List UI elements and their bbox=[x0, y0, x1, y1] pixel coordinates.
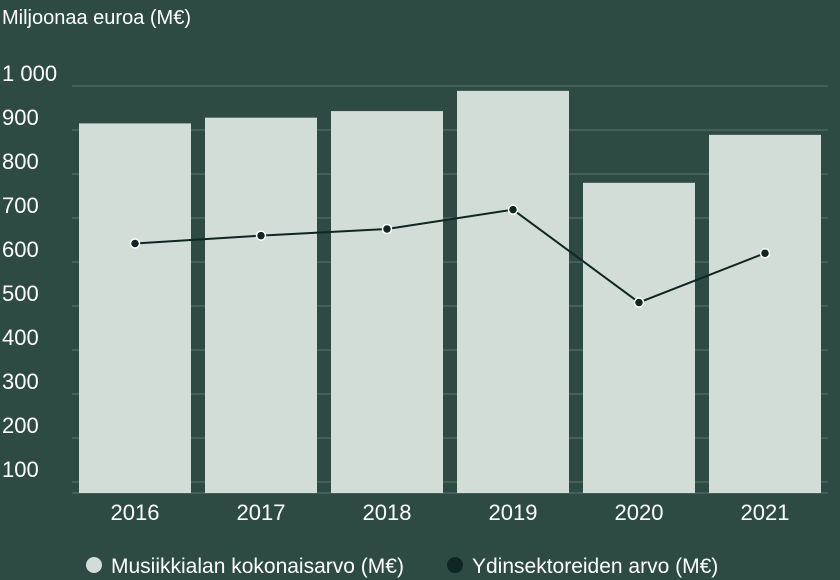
y-tick-label: 800 bbox=[2, 149, 39, 174]
line-series bbox=[129, 204, 771, 308]
y-tick-label: 200 bbox=[2, 413, 39, 438]
y-tick-label: 1 000 bbox=[2, 61, 57, 86]
y-tick-label: 600 bbox=[2, 237, 39, 262]
line-point bbox=[381, 223, 393, 235]
legend: Musiikkialan kokonaisarvo (M€) Ydinsekto… bbox=[86, 555, 718, 578]
y-tick-label: 700 bbox=[2, 193, 39, 218]
bar bbox=[583, 182, 695, 494]
y-tick-label: 500 bbox=[2, 281, 39, 306]
x-tick-label: 2019 bbox=[489, 500, 538, 525]
bar bbox=[331, 111, 443, 493]
x-tick-label: 2020 bbox=[615, 500, 664, 525]
bar bbox=[205, 117, 317, 494]
line-point bbox=[255, 230, 267, 241]
grid-lines bbox=[72, 85, 828, 494]
bar bbox=[79, 123, 191, 494]
y-tick-label: 300 bbox=[2, 369, 39, 394]
legend-label-bar: Musiikkialan kokonaisarvo (M€) bbox=[111, 555, 404, 578]
legend-marker-bar bbox=[86, 557, 102, 573]
x-tick-label: 2016 bbox=[111, 500, 160, 525]
bar bbox=[457, 90, 569, 493]
line-point bbox=[129, 238, 141, 249]
bar bbox=[709, 134, 821, 493]
line-point bbox=[507, 204, 519, 215]
line-path bbox=[134, 208, 766, 304]
x-tick-label: 2018 bbox=[363, 500, 412, 525]
legend-marker-line bbox=[447, 557, 463, 573]
bars bbox=[79, 90, 821, 494]
x-tick-label: 2021 bbox=[741, 500, 790, 525]
y-axis-title: Miljoonaa euroa (M€) bbox=[2, 7, 191, 29]
x-tick-label: 2017 bbox=[237, 500, 286, 525]
legend-label-line: Ydinsektoreiden arvo (M€) bbox=[472, 555, 718, 578]
y-tick-label: 100 bbox=[2, 457, 39, 482]
y-tick-label: 400 bbox=[2, 325, 39, 350]
x-tick-labels: 2016 2017 2018 2019 2020 2021 bbox=[111, 500, 790, 525]
y-tick-labels: 100 200 300 400 500 600 700 800 900 1 000 bbox=[2, 61, 57, 482]
line-point bbox=[759, 247, 771, 259]
line-point bbox=[633, 297, 645, 308]
y-tick-label: 900 bbox=[2, 105, 39, 130]
